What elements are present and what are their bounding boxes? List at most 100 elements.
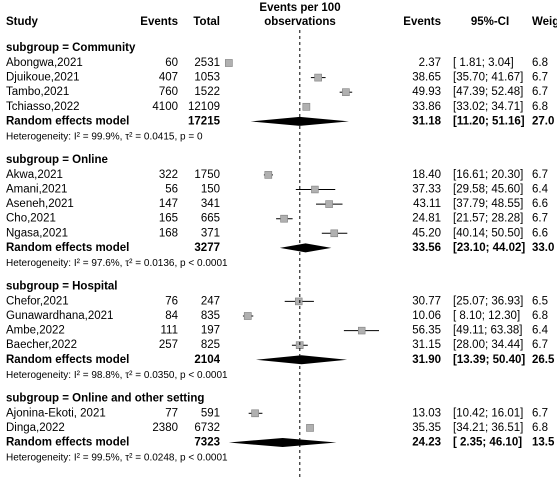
events: 165: [159, 213, 178, 225]
events: 77: [165, 407, 178, 419]
axis-title: Events per 100: [259, 2, 340, 14]
estimate-square: [243, 312, 252, 320]
subgroup-label: subgroup = Hospital: [6, 280, 118, 292]
estimate-square: [357, 326, 366, 335]
estimate-square: [251, 409, 259, 418]
estimate: 31.15: [412, 339, 441, 351]
ci-label: [21.57; 28.28]: [453, 213, 523, 225]
subgroup-label: subgroup = Online and other setting: [6, 392, 204, 404]
pooled-estimate: 31.90: [412, 354, 441, 366]
estimate-square: [306, 424, 314, 432]
column-header: Events: [403, 16, 441, 28]
total: 665: [201, 213, 220, 225]
pooled-label: Random effects model: [6, 437, 129, 449]
estimate-square: [314, 73, 322, 82]
estimate: 37.33: [412, 184, 441, 196]
estimate: 45.20: [412, 227, 441, 239]
events: 4100: [152, 101, 178, 113]
estimate: 43.11: [413, 198, 441, 210]
pooled-label: Random effects model: [6, 115, 129, 127]
pooled-ci: [23.10; 44.02]: [453, 242, 525, 254]
ci-label: [33.02; 34.71]: [453, 101, 523, 113]
pooled-total: 3277: [194, 242, 220, 254]
ci-label: [16.61; 20.30]: [453, 169, 523, 181]
weight: 6.7: [532, 72, 548, 84]
column-header: 95%-CI: [471, 16, 509, 28]
events: 84: [165, 310, 178, 322]
estimate-square: [280, 214, 288, 223]
ci-label: [37.79; 48.55]: [453, 198, 523, 210]
events: 60: [165, 57, 178, 69]
total: 835: [201, 310, 220, 322]
estimate: 33.86: [412, 101, 441, 113]
weight: 6.7: [532, 407, 548, 419]
subgroup-label: subgroup = Online: [6, 154, 108, 166]
total: 371: [201, 227, 220, 239]
events: 322: [159, 169, 178, 181]
heterogeneity: Heterogeneity: I² = 99.9%, τ² = 0.0415, …: [6, 132, 203, 143]
weight: 6.6: [532, 227, 548, 239]
study-name: Aseneh,2021: [6, 198, 74, 210]
estimate-square: [342, 88, 350, 97]
study-name: Ajonina-Ekoti, 2021: [6, 407, 106, 419]
weight: 6.7: [532, 213, 548, 225]
events: 76: [165, 295, 178, 307]
ci-label: [28.00; 34.44]: [453, 339, 523, 351]
heterogeneity: Heterogeneity: I² = 99.5%, τ² = 0.0248, …: [6, 453, 228, 464]
ci-label: [ 1.81; 3.04]: [453, 57, 514, 69]
study-name: Chefor,2021: [6, 295, 69, 307]
column-header: Total: [193, 16, 220, 28]
estimate-square: [302, 102, 311, 111]
weight: 6.8: [532, 57, 548, 69]
estimate: 13.03: [412, 407, 441, 419]
study-name: Tambo,2021: [6, 86, 69, 98]
weight: 6.7: [532, 339, 548, 351]
events: 168: [159, 227, 178, 239]
weight: 6.8: [532, 422, 548, 434]
pooled-weight: 33.0: [532, 242, 554, 254]
weight: 6.4: [532, 184, 549, 196]
weight: 6.7: [532, 169, 548, 181]
pooled-weight: 13.5: [532, 437, 555, 449]
weight: 6.8: [532, 310, 548, 322]
estimate-square: [264, 171, 273, 179]
pooled-weight: 26.5: [532, 354, 555, 366]
estimate-square: [311, 185, 319, 194]
estimate: 2.37: [419, 57, 441, 69]
estimate-square: [330, 229, 339, 238]
pooled-ci: [11.20; 51.16]: [453, 115, 525, 127]
total: 825: [201, 339, 220, 351]
estimate: 49.93: [412, 86, 441, 98]
estimate-square: [294, 297, 303, 306]
events: 257: [159, 339, 178, 351]
subgroup-label: subgroup = Community: [6, 42, 136, 54]
total: 150: [201, 184, 220, 196]
column-header: Weig: [532, 16, 557, 28]
ci-label: [47.39; 52.48]: [453, 86, 523, 98]
pooled-diamond: [255, 355, 348, 365]
weight: 6.6: [532, 198, 548, 210]
heterogeneity: Heterogeneity: I² = 97.6%, τ² = 0.0136, …: [6, 258, 228, 269]
events: 147: [159, 198, 178, 210]
weight: 6.4: [532, 325, 549, 337]
study-name: Tchiasso,2022: [6, 101, 80, 113]
ci-label: [10.42; 16.01]: [453, 407, 523, 419]
study-name: Cho,2021: [6, 213, 56, 225]
study-name: Ambe,2022: [6, 325, 65, 337]
pooled-label: Random effects model: [6, 242, 129, 254]
weight: 6.8: [532, 101, 548, 113]
study-name: Gunawardhana,2021: [6, 310, 113, 322]
column-header: Study: [6, 16, 39, 28]
study-name: Dinga,2022: [6, 422, 65, 434]
estimate: 56.35: [412, 325, 441, 337]
events: 56: [165, 184, 178, 196]
ci-label: [ 8.10; 12.30]: [453, 310, 520, 322]
total: 12109: [188, 101, 220, 113]
events: 111: [161, 325, 178, 337]
ci-label: [25.07; 36.93]: [453, 295, 523, 307]
pooled-label: Random effects model: [6, 354, 129, 366]
study-name: Ngasa,2021: [6, 227, 68, 239]
total: 1522: [194, 86, 220, 98]
estimate: 18.40: [412, 169, 441, 181]
